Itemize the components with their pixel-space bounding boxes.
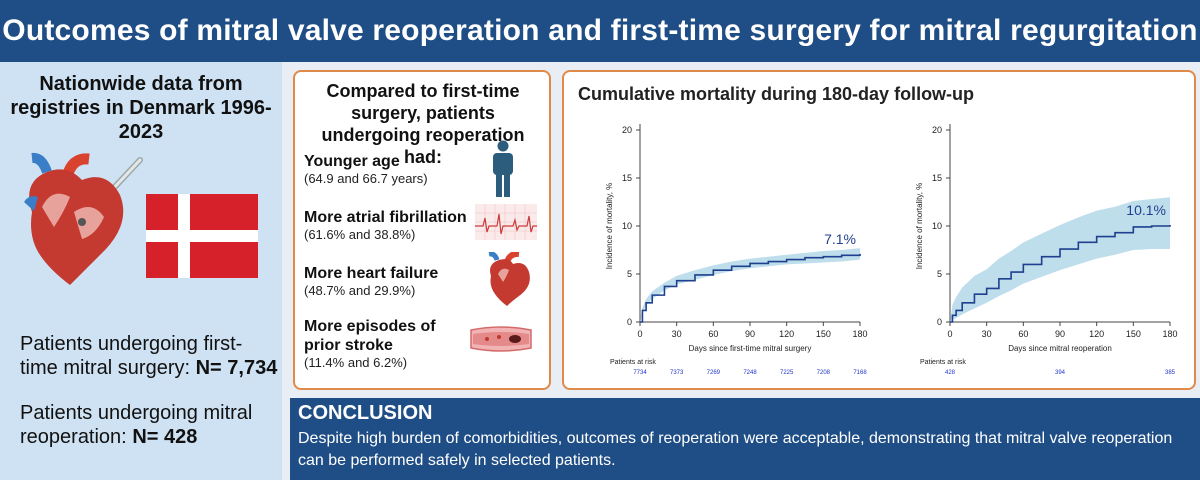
at-risk-count: 7373 xyxy=(670,370,684,376)
y-tick-label: 20 xyxy=(622,125,632,135)
at-risk-count: 7168 xyxy=(853,370,867,376)
comparison-item-age: Younger age (64.9 and 66.7 years) xyxy=(304,152,474,187)
conclusion-banner: CONCLUSION Despite high burden of comorb… xyxy=(290,398,1200,480)
mortality-curve xyxy=(950,225,1171,323)
reoperation-patient-count: Patients undergoing mitral reoperation: … xyxy=(20,401,280,449)
mortality-chart-panel: Cumulative mortality during 180-day foll… xyxy=(562,70,1196,390)
at-risk-count: 394 xyxy=(1055,370,1066,376)
mortality-curve xyxy=(640,253,861,323)
item-detail: (61.6% and 38.8%) xyxy=(304,227,416,242)
at-risk-count: 385 xyxy=(1165,370,1176,376)
chart-first-time: 0 5 10 15 20 0 30 60 90 120 150 180 Incidence of mor… xyxy=(605,124,868,376)
y-tick-label: 20 xyxy=(932,125,942,135)
at-risk-count: 428 xyxy=(945,370,956,376)
y-tick-label: 5 xyxy=(627,269,632,279)
x-tick-label: 120 xyxy=(779,329,794,339)
y-tick-label: 5 xyxy=(937,269,942,279)
ecg-icon xyxy=(475,204,537,240)
y-tick-label: 0 xyxy=(627,317,632,327)
end-value-label: 7.1% xyxy=(824,231,856,247)
heart-icon xyxy=(488,252,530,306)
x-tick-label: 30 xyxy=(672,329,682,339)
confidence-band xyxy=(640,248,860,322)
item-heading: Younger age xyxy=(304,153,400,170)
item-detail: (64.9 and 66.7 years) xyxy=(304,171,428,186)
y-tick-label: 10 xyxy=(622,221,632,231)
y-tick-label: 0 xyxy=(937,317,942,327)
item-detail: (48.7% and 29.9%) xyxy=(304,283,416,298)
at-risk-count: 7225 xyxy=(780,370,794,376)
item-heading: More heart failure xyxy=(304,265,439,282)
y-axis-label: Incidence of mortality, % xyxy=(605,183,614,270)
x-axis-label: Days since first-time mitral surgery xyxy=(689,344,812,353)
y-tick-label: 10 xyxy=(932,221,942,231)
x-tick-label: 60 xyxy=(708,329,718,339)
x-tick-label: 150 xyxy=(816,329,831,339)
reoperation-label: Patients undergoing mitral reoperation: xyxy=(20,402,253,448)
x-tick-label: 90 xyxy=(745,329,755,339)
y-tick-label: 15 xyxy=(932,173,942,183)
comparison-panel: Compared to first-time surgery, patients… xyxy=(293,70,551,390)
comparison-item-stroke: More episodes of prior stroke (11.4% and… xyxy=(304,317,474,371)
item-heading: More episodes of prior stroke xyxy=(304,318,436,354)
comparison-item-af: More atrial fibrillation (61.6% and 38.8… xyxy=(304,208,482,243)
x-tick-label: 0 xyxy=(947,329,952,339)
confidence-band xyxy=(950,197,1170,322)
person-icon xyxy=(493,140,513,197)
item-heading: More atrial fibrillation xyxy=(304,209,467,226)
comparison-title: Compared to first-time surgery, patients… xyxy=(321,81,525,167)
end-value-label: 10.1% xyxy=(1126,202,1166,218)
heart-surgery-illustration xyxy=(24,152,143,285)
x-tick-label: 180 xyxy=(1162,329,1177,339)
nationwide-data-heading: Nationwide data from registries in Denma… xyxy=(10,73,272,143)
first-time-patient-count: Patients undergoing first-time mitral su… xyxy=(20,332,280,380)
at-risk-count: 7208 xyxy=(817,370,831,376)
first-time-label: Patients undergoing first-time mitral su… xyxy=(20,333,243,379)
x-tick-label: 180 xyxy=(852,329,867,339)
chart-title: Cumulative mortality during 180-day foll… xyxy=(578,84,975,104)
y-tick-label: 15 xyxy=(622,173,632,183)
item-detail: (11.4% and 6.2%) xyxy=(304,355,408,370)
at-risk-count: 7269 xyxy=(707,370,721,376)
at-risk-label: Patients at risk xyxy=(920,359,966,366)
header-banner: Outcomes of mitral valve reoperation and… xyxy=(0,0,1200,62)
x-tick-label: 0 xyxy=(637,329,642,339)
x-tick-label: 30 xyxy=(982,329,992,339)
comparison-item-heart-failure: More heart failure (48.7% and 29.9%) xyxy=(304,264,474,299)
left-column: Nationwide data from registries in Denma… xyxy=(0,62,282,480)
x-tick-label: 120 xyxy=(1089,329,1104,339)
y-axis-label: Incidence of mortality, % xyxy=(915,183,924,270)
x-tick-label: 150 xyxy=(1126,329,1141,339)
conclusion-heading: CONCLUSION xyxy=(298,402,433,424)
at-risk-count: 7734 xyxy=(633,370,647,376)
x-tick-label: 60 xyxy=(1018,329,1028,339)
blood-vessel-icon xyxy=(470,326,532,352)
at-risk-count: 7248 xyxy=(743,370,757,376)
reoperation-n: N= 428 xyxy=(132,426,198,448)
x-axis-label: Days since mitral reoperation xyxy=(1008,344,1112,353)
first-time-n: N= 7,734 xyxy=(195,357,278,379)
page-title: Outcomes of mitral valve reoperation and… xyxy=(2,14,1198,47)
chart-reoperation: 0 5 10 15 20 0 30 60 90 120 150 180 Incidence of mor… xyxy=(915,124,1178,376)
x-tick-label: 90 xyxy=(1055,329,1065,339)
at-risk-label: Patients at risk xyxy=(610,359,656,366)
conclusion-text: Despite high burden of comorbidities, ou… xyxy=(298,430,1173,469)
denmark-flag xyxy=(146,194,258,278)
